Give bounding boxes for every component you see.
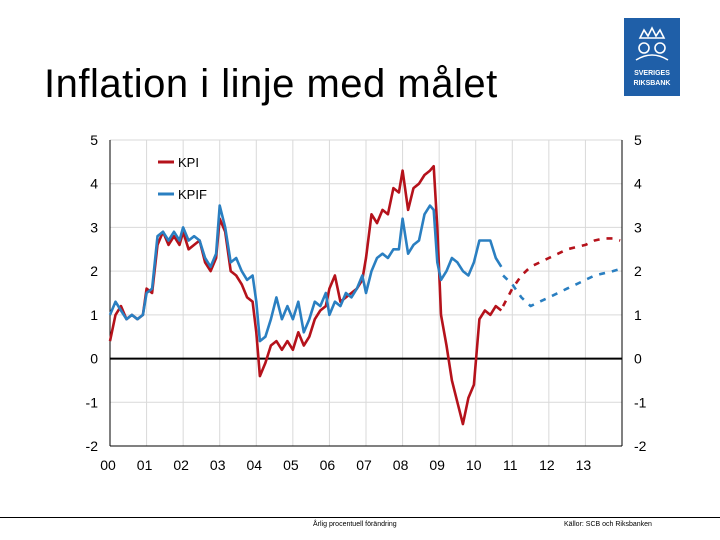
y-tick-label-left: 3: [90, 219, 98, 235]
x-tick-label: 08: [393, 457, 409, 473]
series-line-kpi: [108, 164, 503, 426]
x-tick-label: 01: [137, 457, 153, 473]
x-tick-label: 03: [210, 457, 226, 473]
logo-background: [624, 18, 680, 96]
y-tick-label-right: 0: [634, 351, 642, 367]
y-tick-label-left: 5: [90, 132, 98, 148]
x-tick-label: 10: [466, 457, 482, 473]
series-line-kpif-prognos: [502, 267, 621, 308]
y-tick-label-left: 2: [90, 263, 98, 279]
source-note: Källor: SCB och Riksbanken: [564, 521, 652, 528]
unit-note: Årlig procentuell förändring: [313, 521, 397, 528]
y-tick-label-left: 1: [90, 307, 98, 323]
y-tick-label-right: 2: [634, 263, 642, 279]
x-tick-label: 00: [100, 457, 116, 473]
y-tick-label-right: 4: [634, 176, 642, 192]
footer-rule: [0, 517, 720, 518]
y-tick-label-right: 5: [634, 132, 642, 148]
legend-label-kpif: KPIF: [178, 187, 207, 202]
crown-emblem-icon: [635, 26, 669, 61]
x-tick-label: 05: [283, 457, 299, 473]
x-tick-label: 02: [173, 457, 189, 473]
y-tick-label-right: -2: [634, 438, 647, 454]
x-tick-label: 07: [356, 457, 372, 473]
y-tick-label-left: -1: [86, 394, 99, 410]
x-tick-label: 13: [576, 457, 592, 473]
legend-label-kpi: KPI: [178, 155, 199, 170]
y-tick-label-left: 0: [90, 351, 98, 367]
x-tick-label: 12: [539, 457, 555, 473]
y-tick-label-right: -1: [634, 394, 647, 410]
x-tick-label: 04: [246, 457, 262, 473]
x-tick-label: 11: [503, 457, 518, 473]
y-tick-label-right: 1: [634, 307, 642, 323]
y-tick-label-left: -2: [86, 438, 99, 454]
riksbank-logo: SVERIGES RIKSBANK: [624, 18, 680, 96]
series-line-kpif: [108, 204, 503, 343]
logo-text-line-1: SVERIGES: [634, 70, 670, 77]
y-tick-label-left: 4: [90, 176, 98, 192]
x-tick-label: 09: [429, 457, 445, 473]
slide-title: Inflation i linje med målet: [44, 62, 498, 106]
logo-text-line-2: RIKSBANK: [633, 80, 671, 87]
series-line-kpi-prognos: [501, 237, 621, 307]
x-tick-label: 06: [320, 457, 336, 473]
y-tick-label-right: 3: [634, 219, 642, 235]
